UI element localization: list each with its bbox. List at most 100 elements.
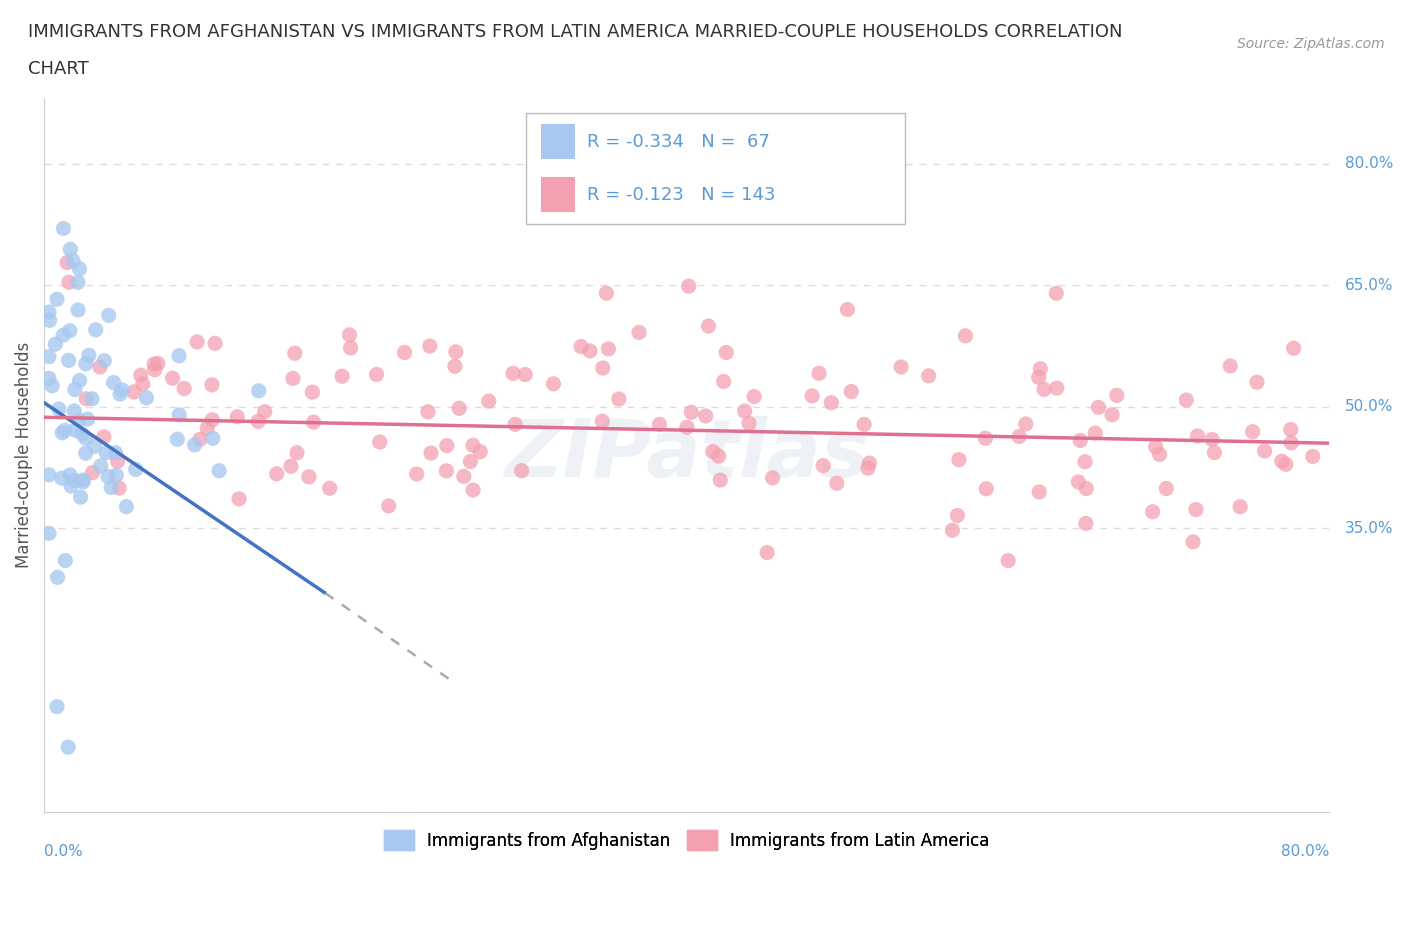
Point	[416, 405, 439, 419]
Point	[183, 437, 205, 452]
Point	[75, 445, 97, 460]
Point	[48, 402, 70, 417]
Point	[58, 739, 80, 754]
Point	[377, 498, 399, 513]
Point	[820, 395, 842, 410]
Point	[162, 371, 184, 386]
Point	[1029, 361, 1052, 376]
Point	[1185, 502, 1208, 517]
Point	[1028, 370, 1050, 385]
Point	[97, 308, 120, 323]
Point	[1028, 485, 1050, 499]
Text: 80.0%: 80.0%	[1281, 844, 1330, 859]
Point	[1087, 400, 1109, 415]
Point	[108, 387, 131, 402]
Point	[1033, 382, 1056, 397]
Point	[301, 385, 323, 400]
Point	[858, 456, 880, 471]
Point	[695, 408, 717, 423]
Text: IMMIGRANTS FROM AFGHANISTAN VS IMMIGRANTS FROM LATIN AMERICA MARRIED-COUPLE HOUS: IMMIGRANTS FROM AFGHANISTAN VS IMMIGRANT…	[28, 23, 1122, 41]
Point	[444, 344, 467, 359]
Point	[697, 319, 720, 334]
Point	[135, 391, 157, 405]
Point	[122, 384, 145, 399]
Point	[941, 523, 963, 538]
Point	[742, 389, 765, 404]
Point	[502, 365, 524, 380]
Point	[56, 255, 79, 270]
Point	[70, 427, 93, 442]
Point	[201, 431, 224, 445]
Point	[595, 286, 617, 300]
Point	[678, 279, 700, 294]
Point	[702, 444, 724, 458]
Point	[52, 327, 75, 342]
Point	[143, 356, 166, 371]
Legend: Immigrants from Afghanistan, Immigrants from Latin America: Immigrants from Afghanistan, Immigrants …	[377, 823, 997, 857]
Point	[738, 416, 761, 431]
Point	[167, 349, 190, 364]
Point	[1101, 407, 1123, 422]
Point	[208, 463, 231, 478]
Point	[716, 345, 738, 360]
Point	[65, 423, 87, 438]
Point	[103, 375, 125, 390]
Point	[461, 438, 484, 453]
Point	[59, 242, 82, 257]
Point	[1182, 535, 1205, 550]
Point	[761, 471, 783, 485]
Point	[204, 336, 226, 351]
Point	[917, 368, 939, 383]
Point	[146, 356, 169, 371]
Point	[478, 393, 501, 408]
Point	[801, 389, 824, 404]
Point	[89, 360, 111, 375]
Point	[115, 499, 138, 514]
Point	[460, 454, 482, 469]
Y-axis label: Married-couple Households: Married-couple Households	[15, 342, 32, 568]
Point	[579, 343, 602, 358]
Point	[449, 401, 471, 416]
Point	[69, 490, 91, 505]
Point	[808, 365, 831, 380]
Point	[394, 345, 416, 360]
Point	[228, 491, 250, 506]
Point	[368, 434, 391, 449]
Point	[41, 379, 63, 393]
Point	[713, 374, 735, 389]
Point	[318, 481, 340, 496]
Point	[266, 466, 288, 481]
Point	[195, 421, 218, 436]
Point	[167, 407, 190, 422]
Point	[186, 335, 208, 350]
Point	[76, 412, 98, 427]
Point	[1275, 457, 1298, 472]
Point	[77, 348, 100, 363]
Point	[330, 369, 353, 384]
Point	[46, 292, 69, 307]
Point	[75, 392, 97, 406]
Point	[419, 339, 441, 353]
Point	[1201, 432, 1223, 447]
Point	[284, 346, 307, 361]
Point	[1246, 375, 1268, 390]
Point	[253, 405, 276, 419]
Point	[948, 452, 970, 467]
Point	[302, 415, 325, 430]
Point	[129, 367, 152, 382]
Text: 50.0%: 50.0%	[1346, 399, 1393, 414]
Text: Source: ZipAtlas.com: Source: ZipAtlas.com	[1237, 37, 1385, 51]
Point	[974, 431, 997, 445]
Point	[38, 305, 60, 320]
Point	[38, 371, 60, 386]
Point	[51, 425, 73, 440]
Point	[1142, 504, 1164, 519]
Point	[591, 414, 613, 429]
Point	[1219, 359, 1241, 374]
Point	[339, 340, 361, 355]
Point	[124, 462, 146, 477]
Point	[628, 325, 651, 339]
Text: 35.0%: 35.0%	[1346, 521, 1393, 536]
Point	[543, 377, 565, 392]
Point	[285, 445, 308, 460]
